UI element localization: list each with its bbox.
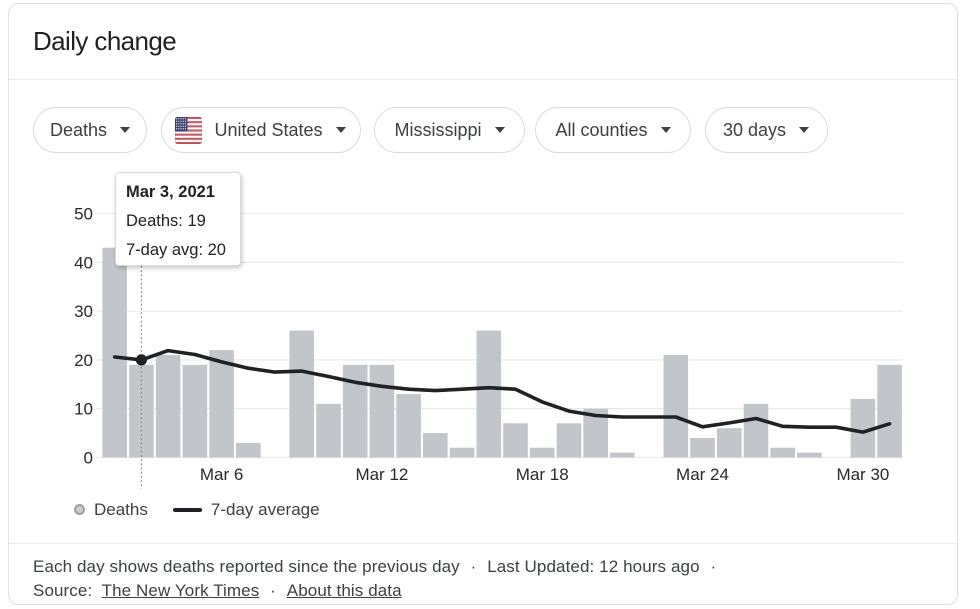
svg-text:Mar 12: Mar 12 <box>355 465 408 484</box>
svg-text:Mar 24: Mar 24 <box>676 465 729 484</box>
svg-text:20: 20 <box>74 351 93 370</box>
svg-text:Mar 30: Mar 30 <box>836 465 889 484</box>
svg-text:10: 10 <box>74 400 93 419</box>
svg-text:30: 30 <box>74 302 93 321</box>
svg-text:0: 0 <box>84 449 93 468</box>
svg-text:50: 50 <box>74 205 93 224</box>
svg-text:Mar 18: Mar 18 <box>516 465 569 484</box>
svg-text:40: 40 <box>74 253 93 272</box>
svg-text:Mar 6: Mar 6 <box>200 465 243 484</box>
